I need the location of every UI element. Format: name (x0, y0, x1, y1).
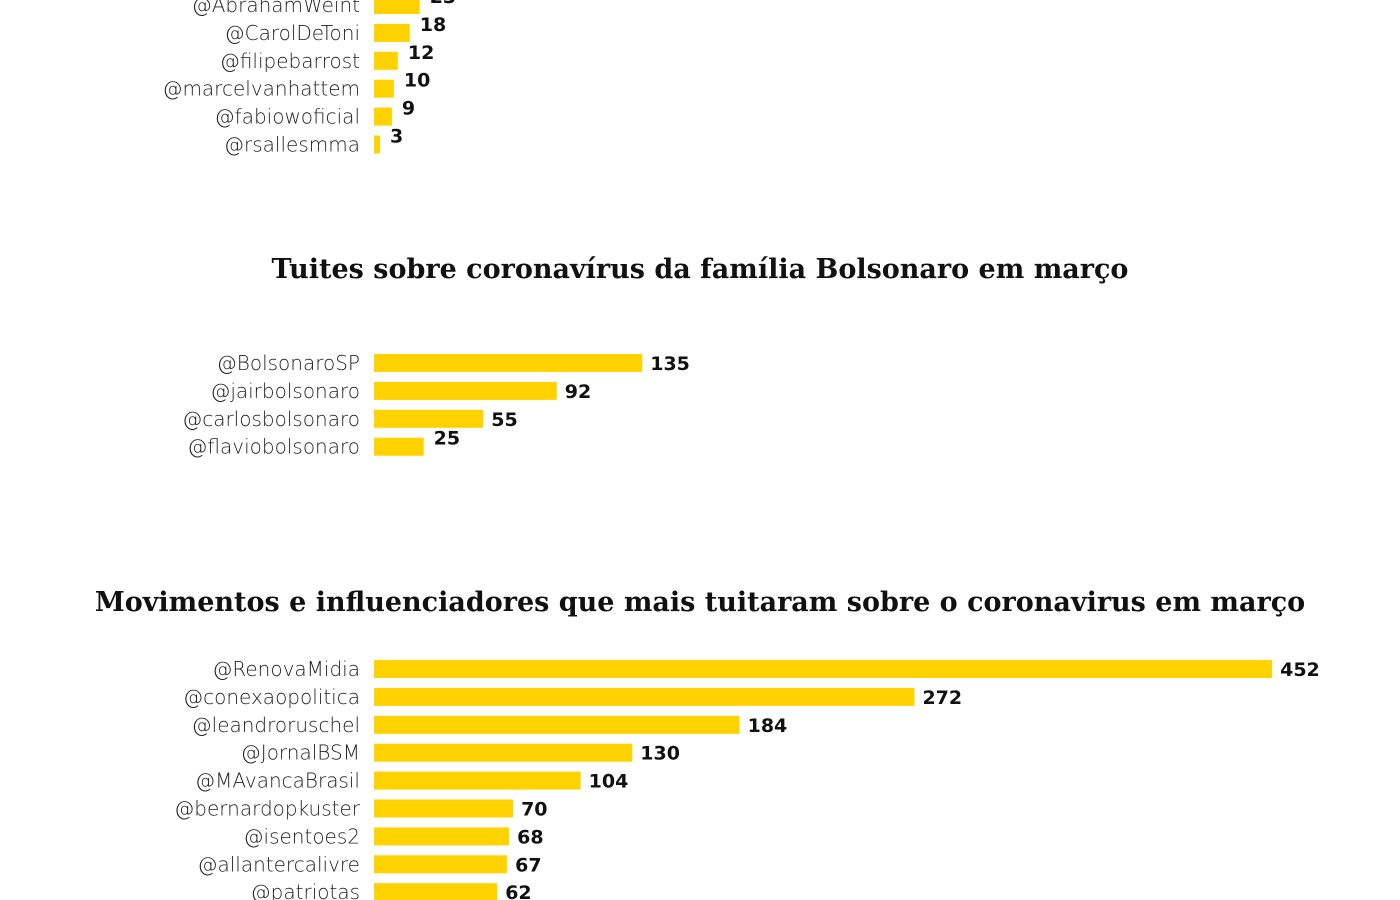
bar (374, 51, 398, 70)
value-label: 9 (402, 98, 415, 120)
value-label: 70 (521, 799, 547, 821)
value-label: 67 (515, 854, 541, 876)
bar (374, 771, 581, 790)
value-label: 12 (408, 42, 434, 64)
value-label: 272 (922, 687, 962, 709)
bar (374, 883, 498, 900)
value-label: 130 (640, 743, 680, 765)
bar (374, 437, 424, 456)
value-label: 104 (589, 771, 629, 793)
category-label: @allantercalivre (197, 852, 360, 876)
value-label: 68 (517, 826, 543, 848)
bar (374, 743, 633, 762)
category-label: @leandroruschel (192, 713, 360, 737)
value-label: 92 (565, 381, 591, 403)
bar (374, 107, 392, 126)
value-label: 135 (650, 353, 690, 375)
value-label: 55 (491, 409, 517, 431)
category-label: @bernardopkuster (174, 797, 361, 821)
value-label: 3 (390, 126, 403, 148)
category-label: @rsallesmma (224, 133, 360, 157)
category-label: @CarolDeToni (225, 21, 360, 45)
bar (374, 354, 643, 372)
bar (374, 381, 557, 400)
category-label: @fabiowoficial (215, 105, 360, 129)
bar (374, 79, 394, 98)
bar (374, 660, 1273, 678)
value-label: 23 (430, 0, 456, 8)
bar (374, 799, 514, 818)
chart-title: Movimentos e influenciadores que mais tu… (95, 587, 1305, 618)
category-label: @jairbolsonaro (210, 379, 360, 403)
bar (374, 409, 484, 428)
chart-title: Tuites sobre coronavírus da família Bols… (272, 254, 1129, 285)
bar (374, 827, 510, 846)
bar (374, 135, 380, 154)
value-label: 452 (1280, 659, 1320, 681)
category-label: @JornalBSM (241, 741, 360, 765)
category-label: @conexaopolitica (183, 685, 360, 709)
category-label: @flaviobolsonaro (187, 435, 360, 459)
category-label: @marcelvanhattem (162, 77, 360, 101)
value-label: 62 (505, 882, 531, 900)
category-label: @filipebarrost (220, 49, 360, 73)
value-label: 184 (748, 715, 788, 737)
bar (374, 23, 410, 42)
bar (374, 687, 915, 706)
bar (374, 715, 740, 734)
category-label: @carlosbolsonaro (182, 407, 360, 431)
value-label: 25 (434, 428, 460, 450)
category-label: @RenovaMidia (212, 657, 360, 681)
category-label: @MAvancaBrasil (195, 769, 360, 793)
category-label: @BolsonaroSP (217, 351, 360, 375)
category-label: @patriotas (251, 880, 360, 900)
category-label: @AbrahamWeint (192, 0, 360, 17)
bar (374, 855, 508, 874)
bar (374, 0, 420, 14)
category-label: @isentoes2 (244, 824, 360, 848)
value-label: 18 (420, 14, 446, 36)
value-label: 10 (404, 70, 430, 92)
